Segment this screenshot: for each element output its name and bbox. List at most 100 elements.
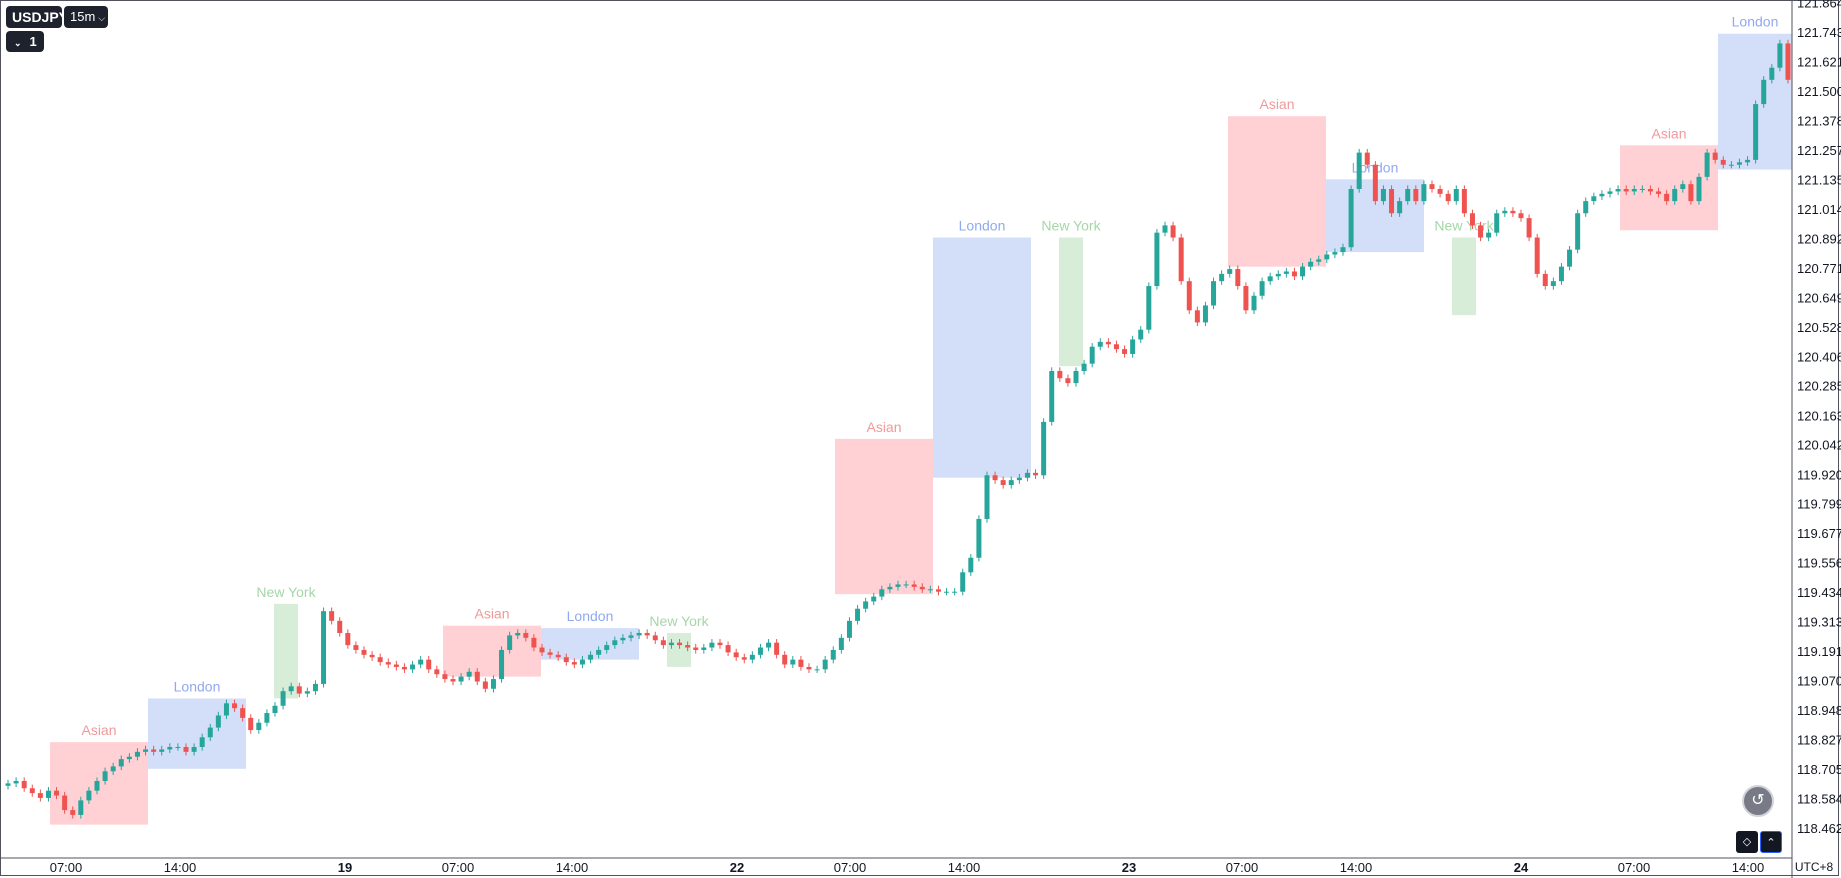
session-label-new-york: New York — [1434, 218, 1494, 234]
y-tick-label: 119.799 — [1797, 497, 1841, 512]
session-box-new-york — [1452, 237, 1476, 316]
candle — [1623, 185, 1629, 196]
session-label-asian: Asian — [474, 606, 509, 622]
y-tick-label: 118.584 — [1797, 791, 1841, 806]
session-label-asian: Asian — [866, 419, 901, 435]
y-tick-label: 120.285 — [1797, 379, 1841, 394]
candle — [814, 665, 820, 674]
candle — [167, 743, 173, 754]
candle — [677, 639, 683, 649]
log-scale-icon[interactable]: ⌃ — [1760, 831, 1782, 853]
candle — [1502, 207, 1508, 217]
candle — [304, 687, 310, 698]
candle — [312, 680, 318, 695]
interval-label: 15m — [70, 9, 96, 24]
candle — [1073, 367, 1079, 387]
timezone-label[interactable]: UTC+8 — [1794, 860, 1834, 874]
y-tick-label: 118.462 — [1797, 821, 1841, 836]
session-label-new-york: New York — [649, 613, 709, 629]
candle — [571, 658, 577, 669]
candle — [1041, 418, 1047, 479]
y-tick-label: 121.743 — [1797, 25, 1841, 40]
candle — [110, 762, 116, 775]
y-tick-label: 121.014 — [1797, 202, 1841, 217]
x-tick-label: 19 — [338, 860, 352, 875]
candle — [1720, 156, 1726, 169]
candle — [1461, 185, 1467, 217]
candle — [830, 646, 836, 664]
candle — [78, 796, 84, 819]
candle — [353, 641, 359, 654]
candle — [13, 777, 19, 788]
candle — [410, 660, 416, 674]
candle — [1275, 270, 1281, 280]
candle — [782, 651, 788, 669]
candle — [296, 682, 302, 698]
candle — [1162, 221, 1168, 237]
candle — [774, 639, 780, 659]
candle — [1308, 258, 1314, 271]
session-label-london: London — [174, 678, 221, 694]
candle — [1453, 185, 1459, 205]
candle — [563, 653, 569, 666]
candle — [1267, 272, 1273, 285]
interval-button[interactable]: 15m ⌵ — [64, 6, 108, 28]
candle — [757, 643, 763, 659]
candle — [1745, 156, 1751, 166]
candle — [547, 648, 553, 659]
session-label-london: London — [567, 608, 614, 624]
candle — [280, 687, 286, 710]
candle — [1567, 246, 1573, 271]
candle — [1753, 100, 1759, 164]
candle — [1486, 229, 1492, 242]
candle — [1494, 209, 1500, 237]
candle — [887, 583, 893, 593]
y-tick-label: 121.378 — [1797, 114, 1841, 129]
symbol-button[interactable]: USDJPY — [6, 6, 68, 28]
candle — [685, 641, 691, 652]
candle — [1769, 64, 1775, 84]
session-box-asian — [1620, 145, 1718, 231]
candle — [660, 636, 666, 649]
candle — [628, 631, 634, 642]
y-tick-label: 121.500 — [1797, 84, 1841, 99]
candle — [482, 677, 488, 693]
candle — [1445, 190, 1451, 205]
candle — [515, 629, 521, 640]
indicators-toggle-button[interactable]: ⌄ 1 — [6, 31, 44, 52]
candle — [207, 723, 213, 741]
y-tick-label: 119.677 — [1797, 526, 1841, 541]
symbol-label: USDJPY — [12, 9, 69, 25]
candle — [1283, 267, 1289, 278]
y-tick-label: 119.313 — [1797, 615, 1841, 630]
candle — [1348, 185, 1354, 251]
candle — [1380, 185, 1386, 205]
reset-scroll-icon[interactable]: ↺ — [1742, 785, 1774, 817]
session-label-asian: Asian — [1651, 125, 1686, 141]
candle — [709, 639, 715, 652]
candle — [474, 668, 480, 686]
candle — [968, 554, 974, 576]
candles — [5, 39, 1791, 819]
session-box-london — [933, 237, 1031, 478]
candle — [401, 663, 407, 674]
x-tick-label: 07:00 — [1226, 860, 1259, 875]
candle — [636, 629, 642, 640]
y-tick-label: 120.406 — [1797, 349, 1841, 364]
candle — [29, 784, 35, 797]
candle — [863, 597, 869, 613]
auto-scale-icon[interactable]: ◇ — [1736, 831, 1758, 853]
candle — [248, 714, 254, 734]
y-tick-label: 120.042 — [1797, 438, 1841, 453]
session-label-london: London — [1732, 14, 1779, 30]
x-tick-label: 14:00 — [948, 860, 981, 875]
candle — [442, 670, 448, 683]
candle — [126, 753, 132, 763]
candle — [1154, 229, 1160, 290]
candle — [240, 704, 246, 722]
candle — [604, 641, 610, 654]
candle — [1615, 185, 1621, 196]
